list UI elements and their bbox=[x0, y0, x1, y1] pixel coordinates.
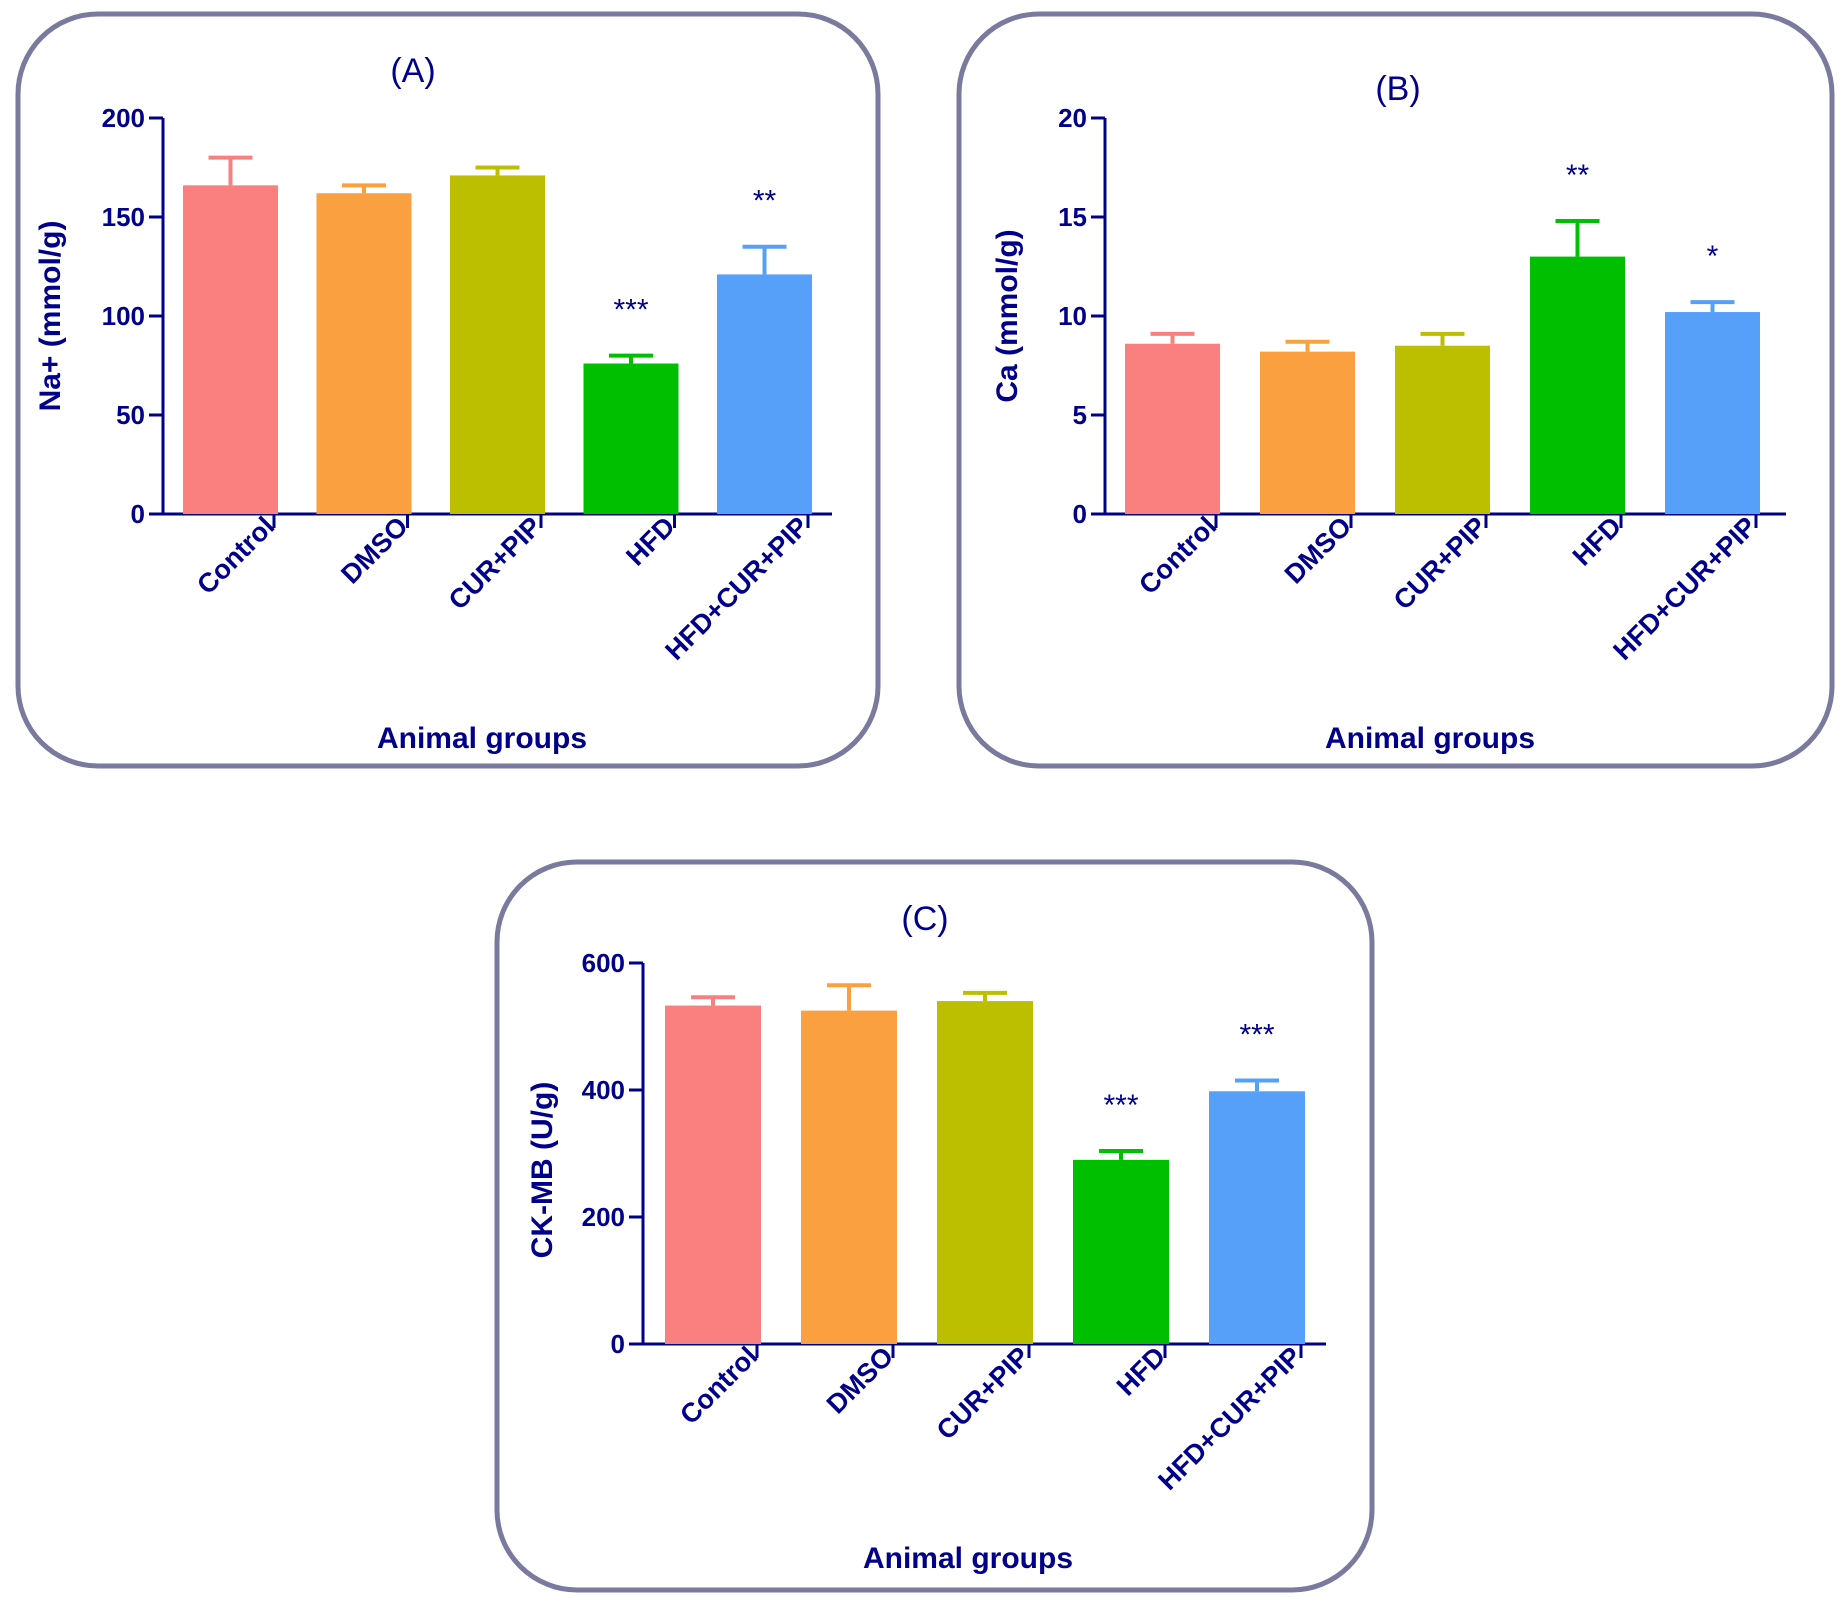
panel-b-sig-4: * bbox=[1707, 240, 1719, 273]
panel-b-ytick-label: 20 bbox=[1058, 103, 1087, 133]
panel-a-ylabel: Na+ (mmol/g) bbox=[34, 221, 67, 412]
panel-b-bar-4 bbox=[1665, 312, 1760, 514]
panel-a-sig-3: *** bbox=[613, 294, 648, 327]
panel-b-sig-3: ** bbox=[1566, 159, 1590, 192]
panel-b-ytick-label: 10 bbox=[1058, 301, 1087, 331]
panel-c-bar-2 bbox=[937, 1001, 1033, 1344]
panel-b-bar-1 bbox=[1260, 351, 1355, 514]
panel-c-xlabel: Animal groups bbox=[863, 1542, 1073, 1575]
panel-c-sig-4: *** bbox=[1239, 1018, 1274, 1051]
panel-a-ytick-label: 200 bbox=[102, 103, 145, 133]
panel-b-bar-3 bbox=[1530, 256, 1625, 514]
panel-c-sig-3: *** bbox=[1103, 1089, 1138, 1122]
panel-c-ytick-label: 200 bbox=[582, 1202, 625, 1232]
panel-a-bar-0 bbox=[183, 185, 278, 514]
panel-c-ytick-label: 400 bbox=[582, 1075, 625, 1105]
panel-a-bar-4 bbox=[717, 274, 812, 514]
panel-c-bar-0 bbox=[665, 1005, 761, 1344]
panel-b-title: (B) bbox=[1375, 70, 1420, 108]
panel-c-bar-4 bbox=[1209, 1091, 1305, 1344]
panel-a-sig-4: ** bbox=[753, 185, 777, 218]
panel-b-xlabel: Animal groups bbox=[1325, 722, 1535, 755]
panel-a-title: (A) bbox=[390, 52, 435, 90]
panel-c-ylabel: CK-MB (U/g) bbox=[526, 1082, 559, 1259]
panel-a-ytick-label: 150 bbox=[102, 202, 145, 232]
panel-b-bar-2 bbox=[1395, 345, 1490, 514]
panel-c-bar-3 bbox=[1073, 1159, 1169, 1344]
panel-c-title: (C) bbox=[901, 900, 948, 938]
panel-a-bar-3 bbox=[583, 363, 679, 514]
panel-a-bar-2 bbox=[450, 175, 545, 515]
panel-a-ytick-label: 100 bbox=[102, 301, 145, 331]
panel-c-bar-1 bbox=[801, 1010, 897, 1344]
panel-c-ytick-label: 0 bbox=[611, 1329, 625, 1359]
panel-b-bar-0 bbox=[1125, 343, 1220, 514]
panel-b-ylabel: Ca (mmol/g) bbox=[991, 229, 1024, 402]
panel-a-ytick-label: 50 bbox=[116, 400, 145, 430]
panel-c-ytick-label: 600 bbox=[582, 948, 625, 978]
panel-a-bar-1 bbox=[316, 193, 412, 515]
panel-b-ytick-label: 5 bbox=[1073, 400, 1087, 430]
panel-a-xlabel: Animal groups bbox=[377, 722, 587, 755]
panel-b-ytick-label: 0 bbox=[1073, 499, 1087, 529]
panel-a-ytick-label: 0 bbox=[131, 499, 145, 529]
panel-b-ytick-label: 15 bbox=[1058, 202, 1087, 232]
